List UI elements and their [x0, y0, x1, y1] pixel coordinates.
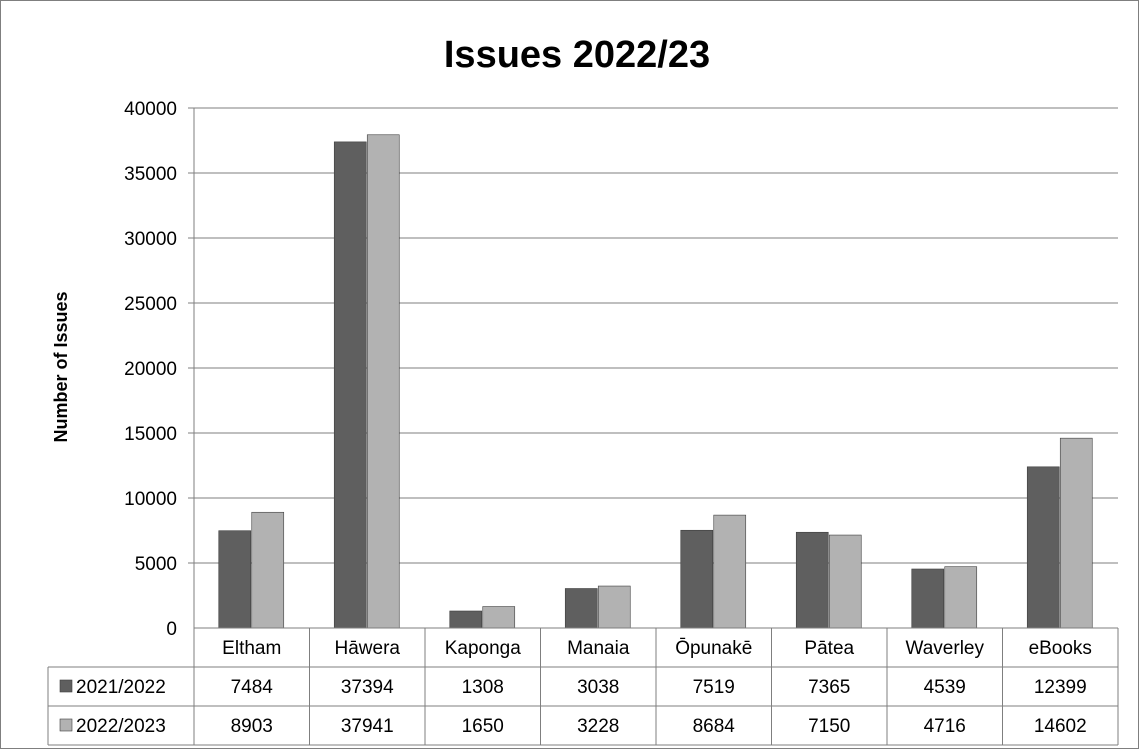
- bar: [366, 134, 400, 629]
- y-tick-label: 35000: [124, 164, 177, 185]
- data-table-value: 7150: [808, 716, 850, 737]
- y-tick-label: 0: [166, 619, 177, 640]
- data-table-value: 8903: [231, 716, 273, 737]
- bar: [713, 514, 747, 629]
- bar: [333, 141, 367, 629]
- data-table-value: 37941: [341, 716, 394, 737]
- legend-series-label: 2022/2023: [76, 716, 166, 737]
- data-table-value: 4716: [924, 716, 966, 737]
- data-table: Eltham Hāwera Kaponga Manaia Ōpunakē Pātea Wav…: [47, 627, 1119, 746]
- y-tick-label: 20000: [124, 359, 177, 380]
- y-axis-label: Number of Issues: [51, 291, 71, 442]
- data-table-value: 37394: [341, 677, 394, 698]
- y-tick-label: 10000: [124, 489, 177, 510]
- gridlines: [188, 107, 1118, 628]
- bar: [911, 568, 945, 629]
- y-tick-labels: 0 5000 10000 15000 20000 25000 30000 35000 40000: [124, 99, 177, 640]
- bars: [218, 134, 1093, 629]
- data-table-value: 7365: [808, 677, 850, 698]
- x-category-label: eBooks: [1029, 638, 1092, 659]
- bar: [218, 530, 252, 629]
- bar: [597, 585, 631, 629]
- x-category-label: Hāwera: [335, 638, 401, 659]
- legend-swatch: [59, 679, 73, 693]
- data-table-value: 1650: [462, 716, 504, 737]
- legend-series-label: 2021/2022: [76, 677, 166, 698]
- bar: [564, 588, 598, 629]
- data-table-value: 1308: [462, 677, 504, 698]
- y-tick-label: 25000: [124, 294, 177, 315]
- data-table-value: 7484: [231, 677, 274, 698]
- y-tick-label: 30000: [124, 229, 177, 250]
- data-table-value: 8684: [693, 716, 736, 737]
- x-category-label: Eltham: [222, 638, 281, 659]
- bar: [680, 529, 714, 629]
- bar: [1059, 437, 1093, 629]
- y-tick-label: 40000: [124, 99, 177, 120]
- x-category-label: Manaia: [567, 638, 630, 659]
- data-table-value: 4539: [924, 677, 966, 698]
- bar: [944, 566, 978, 629]
- x-category-label: Kaponga: [445, 638, 522, 659]
- x-category-label: Pātea: [804, 638, 854, 659]
- bar: [1026, 466, 1060, 629]
- legend-swatch: [59, 718, 73, 732]
- y-tick-label: 15000: [124, 424, 177, 445]
- bar: [795, 531, 829, 629]
- data-table-value: 7519: [693, 677, 735, 698]
- x-category-label: Waverley: [906, 638, 985, 659]
- bar: [251, 511, 285, 629]
- bar: [482, 606, 516, 629]
- y-tick-label: 5000: [135, 554, 177, 575]
- data-table-value: 12399: [1034, 677, 1087, 698]
- data-table-value: 3228: [577, 716, 619, 737]
- data-table-value: 14602: [1034, 716, 1087, 737]
- data-table-value: 3038: [577, 677, 619, 698]
- bar: [449, 610, 483, 629]
- chart-title: Issues 2022/23: [444, 34, 710, 76]
- x-category-label: Ōpunakē: [675, 638, 752, 659]
- bar: [828, 534, 862, 629]
